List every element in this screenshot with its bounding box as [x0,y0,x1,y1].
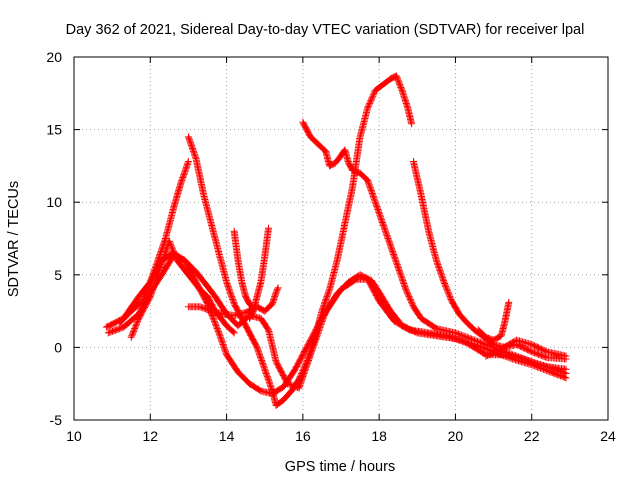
y-tick-label: -5 [50,412,63,428]
x-tick-label: 24 [600,428,616,444]
series-s10 [184,284,282,319]
series-s4 [116,158,192,327]
y-tick-label: 15 [46,122,62,138]
series-markers [184,72,416,409]
series-markers [482,336,570,360]
series-s8 [230,227,257,312]
series-s11 [474,298,513,344]
series-s5 [184,72,416,409]
series-markers [299,118,570,377]
series-markers [184,284,282,319]
x-axis-label: GPS time / hours [285,459,395,475]
data-series [102,72,570,409]
plot-frame [73,56,609,421]
series-markers [230,227,257,312]
series-markers [474,298,513,344]
y-tick-label: 20 [46,49,62,65]
x-tick-label: 10 [66,428,82,444]
tick-marks [73,56,609,421]
series-markers [116,158,192,327]
x-tick-label: 18 [371,428,387,444]
y-tick-label: 5 [54,267,62,283]
series-s6 [299,118,570,377]
y-tick-label: 0 [54,339,62,355]
x-tick-label: 20 [448,428,464,444]
x-tick-label: 22 [524,428,540,444]
y-tick-label: 10 [46,194,62,210]
x-tick-label: 16 [295,428,311,444]
series-s12 [482,336,570,360]
x-tick-label: 14 [219,428,235,444]
y-axis-label: SDTVAR / TECUs [6,181,22,297]
chart-title: Day 362 of 2021, Sidereal Day-to-day VTE… [66,22,585,38]
tick-labels: 10 12 14 16 18 20 22 24 -5 0 5 10 15 20 [46,49,616,444]
x-tick-label: 12 [142,428,158,444]
